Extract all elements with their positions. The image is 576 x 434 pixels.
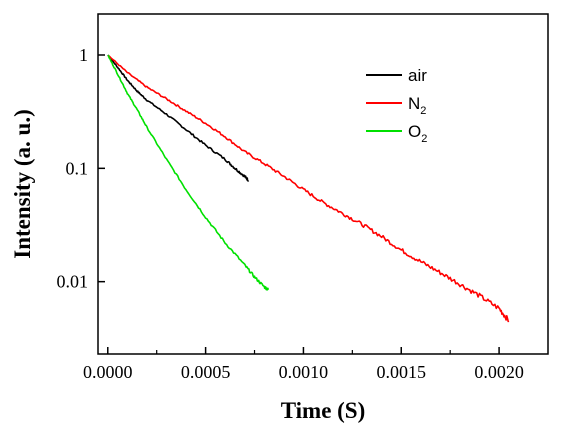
- plot-frame: [97, 13, 549, 355]
- y-axis-ticks: 0.01 0.1 1: [57, 45, 105, 292]
- y-tick-label: 1: [79, 45, 88, 65]
- legend: air N2 O2: [366, 66, 427, 145]
- legend-label: N2: [408, 94, 426, 117]
- x-tick-label: 0.0015: [377, 362, 427, 382]
- x-axis-title: Time (S): [281, 398, 366, 423]
- y-tick-label: 0.1: [66, 158, 89, 178]
- x-tick-label: 0.0020: [474, 362, 524, 382]
- legend-label: O2: [408, 122, 427, 145]
- series-layer: [107, 54, 510, 323]
- series-line-o2: [107, 54, 269, 291]
- series-line-n2: [107, 54, 510, 323]
- y-tick-label: 0.01: [57, 272, 89, 292]
- y-axis-title: Intensity (a. u.): [10, 109, 35, 259]
- x-tick-label: 0.0010: [279, 362, 329, 382]
- x-tick-label: 0.0000: [83, 362, 133, 382]
- x-tick-label: 0.0005: [181, 362, 231, 382]
- x-axis-ticks: 0.0000 0.0005 0.0010 0.0015 0.0020: [83, 347, 524, 382]
- series-line-air: [107, 54, 250, 182]
- plot-area: [97, 13, 549, 355]
- legend-label: air: [408, 66, 427, 85]
